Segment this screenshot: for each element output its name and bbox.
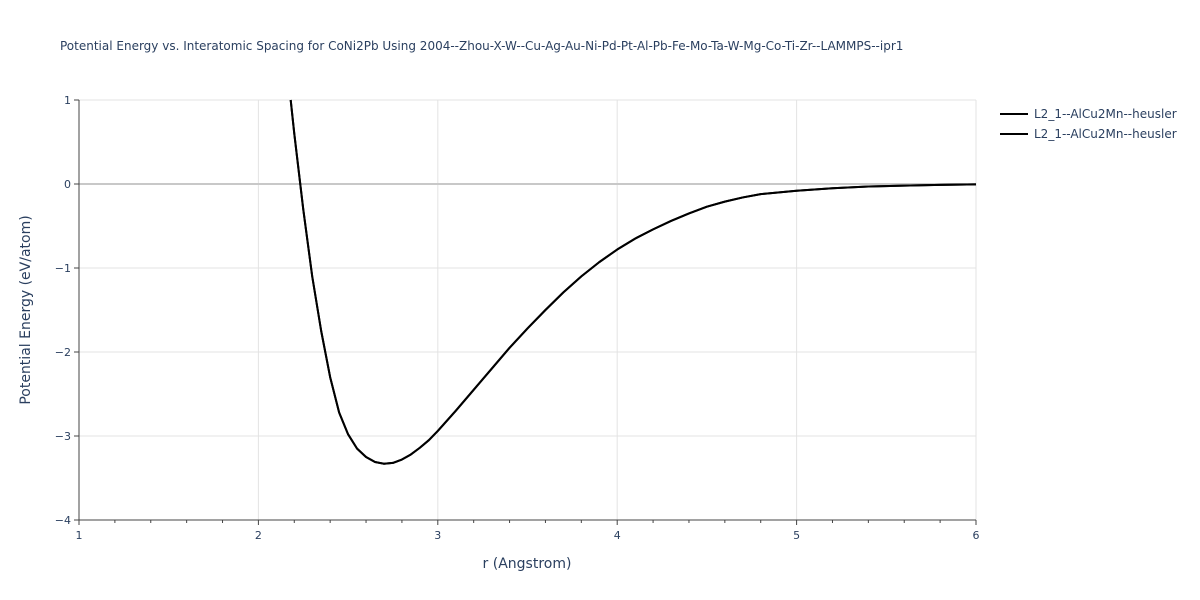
y-axis-title: Potential Energy (eV/atom) (18, 215, 34, 404)
chart-title: Potential Energy vs. Interatomic Spacing… (60, 39, 903, 53)
legend[interactable]: L2_1--AlCu2Mn--heusler L2_1--AlCu2Mn--heu… (1000, 107, 1177, 141)
x-axis-title: r (Angstrom) (483, 556, 572, 572)
y-tick-label: −4 (55, 514, 71, 527)
y-tick-label: −1 (55, 262, 71, 275)
x-tick-label: 1 (76, 529, 83, 542)
y-tick-label: −2 (55, 346, 71, 359)
x-tick-label: 6 (973, 529, 980, 542)
grid (79, 99, 977, 520)
x-tick-labels: 1 2 3 4 5 6 (76, 520, 980, 542)
x-tick-label: 5 (793, 529, 800, 542)
legend-label: L2_1--AlCu2Mn--heusler (1034, 107, 1177, 121)
legend-item[interactable]: L2_1--AlCu2Mn--heusler (1000, 107, 1177, 121)
y-tick-label: −3 (55, 430, 71, 443)
y-tick-label: 1 (64, 94, 71, 107)
series-line (289, 99, 977, 465)
plot-lines (289, 99, 977, 465)
legend-item[interactable]: L2_1--AlCu2Mn--heusler (1000, 127, 1177, 141)
y-tick-label: 0 (64, 178, 71, 191)
x-tick-label: 2 (255, 529, 262, 542)
y-tick-labels: 1 0 −1 −2 −3 −4 (55, 94, 79, 527)
x-tick-label: 4 (614, 529, 621, 542)
legend-label: L2_1--AlCu2Mn--heusler (1034, 127, 1177, 141)
series-line (289, 99, 977, 465)
x-tick-label: 3 (434, 529, 441, 542)
